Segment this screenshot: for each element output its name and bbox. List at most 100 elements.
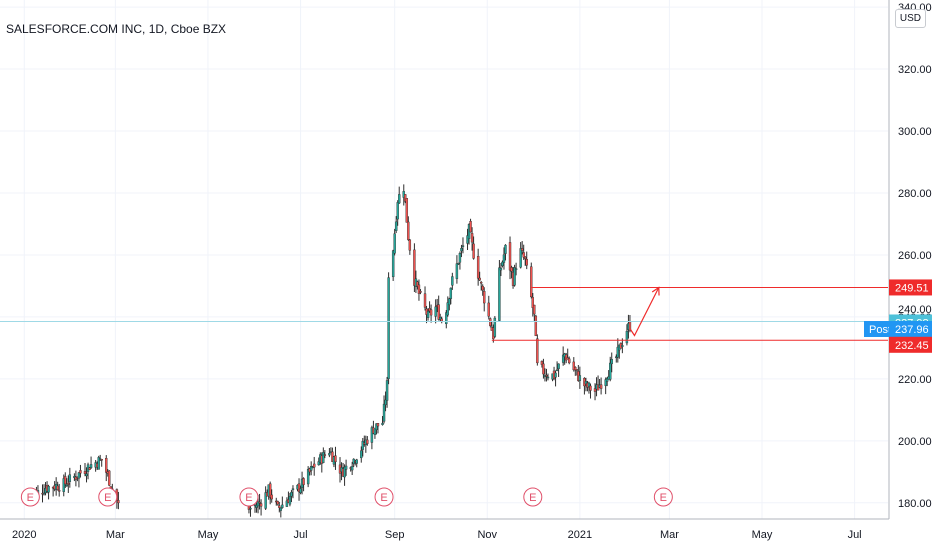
candle-body	[404, 194, 407, 202]
candle-body	[108, 470, 111, 486]
candle-body	[350, 466, 354, 471]
candle-body	[117, 500, 120, 504]
candle-body	[426, 311, 430, 318]
earnings-marker[interactable]	[20, 487, 40, 507]
candle-body	[97, 457, 100, 470]
candle-body	[439, 317, 442, 321]
candle-body	[470, 233, 474, 243]
candle-body	[501, 261, 504, 266]
candle-body	[483, 291, 486, 304]
candle-body	[455, 263, 459, 279]
candle-body	[542, 363, 545, 375]
candle-body	[437, 304, 440, 320]
candle-body	[249, 507, 252, 510]
candle-body	[461, 245, 465, 247]
candle-body	[604, 379, 607, 386]
candle-body	[504, 244, 507, 254]
candle-body	[334, 455, 337, 463]
candle-body	[89, 464, 93, 468]
candle-body	[416, 281, 419, 287]
time-axis[interactable]: 2020 Mar May Jul Sep Nov 2021 Mar May Jul	[0, 518, 932, 550]
candle-body	[299, 488, 302, 493]
price-tick-label: 260.00	[898, 250, 932, 262]
earnings-marker-label: E	[245, 492, 252, 504]
candle-body	[394, 221, 398, 231]
price-axis[interactable]: 180.00 200.00 220.00 240.00 260.00 280.00 300.…	[888, 0, 932, 550]
earnings-marker[interactable]	[523, 487, 543, 507]
candle-body	[278, 505, 281, 508]
candle-body	[255, 505, 258, 508]
projection-arrow[interactable]	[630, 286, 660, 337]
candle-body	[625, 330, 629, 344]
earnings-marker[interactable]	[374, 487, 394, 507]
candle-body	[67, 483, 70, 485]
candlestick-series	[30, 184, 632, 518]
candle-body	[605, 378, 609, 382]
candle-body	[259, 503, 263, 507]
post-price-tag-bg	[889, 320, 932, 337]
candle-body	[460, 247, 463, 252]
candle-body	[478, 277, 481, 281]
candle-body	[77, 472, 81, 479]
time-tick-label: Mar	[660, 529, 679, 541]
price-tick-label: 320.00	[898, 64, 932, 76]
earnings-marker[interactable]	[98, 487, 118, 507]
candle-body	[533, 304, 536, 315]
time-tick-label: Jul	[294, 529, 308, 541]
candle-body	[589, 385, 592, 391]
time-tick-label: 2020	[12, 529, 36, 541]
candle-body	[408, 239, 412, 251]
candle-body	[557, 363, 560, 369]
candle-body	[445, 312, 448, 325]
candle-body	[584, 381, 588, 385]
post-price-tag: 237.96	[895, 324, 929, 336]
earnings-marker[interactable]	[653, 487, 673, 507]
candle-body	[457, 263, 460, 265]
candle-body	[309, 466, 313, 471]
candle-body	[396, 202, 399, 220]
arrow-head[interactable]	[651, 286, 660, 296]
candle-body	[609, 362, 612, 380]
candle-body	[398, 194, 401, 204]
level-tag-lower: 232.45	[895, 340, 929, 352]
earnings-marker-label: E	[27, 492, 34, 504]
candle-body	[429, 309, 433, 316]
symbol-title: SALESFORCE.COM INC, 1D, Cboe BZX	[6, 22, 227, 36]
post-tag-bg	[864, 320, 892, 337]
candle-body	[68, 474, 72, 482]
candle-body	[546, 376, 550, 379]
candle-body	[281, 504, 284, 508]
earnings-marker[interactable]	[239, 487, 259, 507]
candle-body	[381, 422, 384, 426]
candle-body	[355, 459, 358, 464]
candle-body	[302, 478, 305, 485]
level-tag-upper-bg	[889, 279, 932, 296]
arrow-shaft[interactable]	[630, 287, 660, 337]
candle-body	[540, 361, 544, 365]
candle-body	[599, 384, 603, 389]
candle-body	[498, 267, 501, 321]
level-tag-lower-bg	[889, 336, 932, 353]
candle-body	[566, 357, 569, 360]
candle-body	[47, 486, 50, 493]
candle-body	[621, 345, 624, 347]
candle-body	[344, 465, 348, 470]
candle-body	[514, 268, 518, 270]
horizontal-levels[interactable]	[0, 286, 888, 341]
candle-body	[391, 250, 395, 278]
candle-body	[385, 380, 389, 401]
candle-body	[317, 461, 320, 466]
candle-body	[479, 281, 483, 284]
candle-body	[555, 369, 559, 372]
candle-body	[451, 276, 454, 286]
candle-body	[536, 338, 539, 364]
candle-body	[575, 369, 579, 371]
price-tick-label: 240.00	[898, 304, 932, 316]
candle-body	[502, 254, 506, 263]
currency-button[interactable]: USD	[894, 9, 926, 28]
candle-body	[524, 256, 527, 259]
candle-body	[423, 293, 427, 308]
time-tick-label: Jul	[848, 529, 862, 541]
